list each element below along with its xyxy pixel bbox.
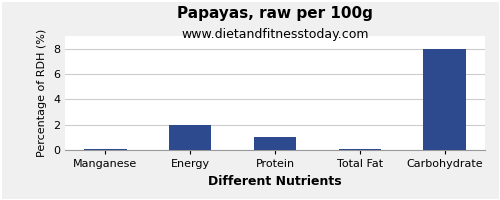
Bar (424, 49, 466, 150)
Y-axis label: Percentage of RDH (%): Percentage of RDH (%) (38, 29, 48, 157)
Bar (84, 149, 126, 150)
X-axis label: Different Nutrients: Different Nutrients (208, 175, 342, 188)
Bar (254, 137, 296, 150)
Bar (338, 149, 381, 150)
Bar (169, 125, 212, 150)
Text: www.dietandfitnesstoday.com: www.dietandfitnesstoday.com (181, 28, 369, 41)
Text: Papayas, raw per 100g: Papayas, raw per 100g (177, 6, 373, 21)
